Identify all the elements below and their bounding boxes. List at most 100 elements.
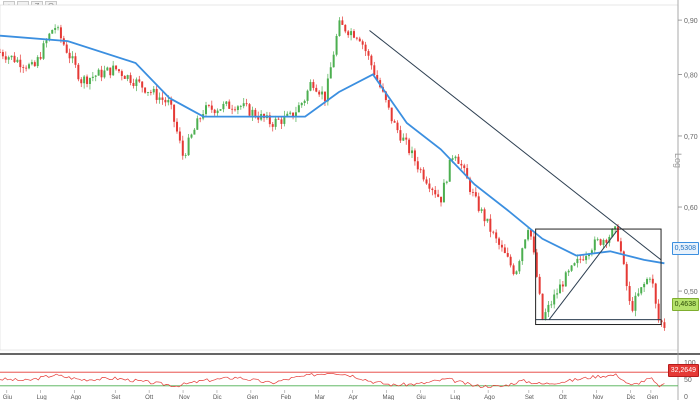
candle-down [254,109,257,117]
candle-down [599,239,602,245]
rsi-tick-label: 50 [684,377,692,384]
candle-up [48,33,51,41]
candle-up [306,90,309,101]
candle-up [126,75,129,79]
x-tick-label: Feb [281,395,292,400]
candle-up [445,181,448,183]
candle-up [303,100,306,103]
candle-down [13,55,16,63]
candle-up [567,270,570,273]
candle-up [573,263,576,266]
candle-up [158,97,161,100]
candle-down [399,130,402,141]
candle-up [10,55,13,58]
candle-down [65,44,68,53]
candle-up [294,112,297,118]
rsi-value-tag: 32,2649 [667,364,699,377]
candle-up [71,56,74,59]
candle-up [83,76,86,84]
candle-up [411,150,414,154]
candle-up [106,67,109,71]
candle-down [39,57,42,59]
trendline [548,230,618,320]
candle-down [506,253,509,257]
candle-down [541,293,544,320]
candle-down [344,24,347,32]
candle-down [280,119,283,124]
candle-up [550,304,553,306]
candle-down [396,122,399,131]
candle-down [535,252,538,277]
x-tick-label: Gen [247,395,258,400]
candle-up [274,118,277,127]
candle-down [68,52,71,59]
candle-down [440,196,443,203]
last-price-tag: 0,4638 [671,298,699,311]
candle-down [416,161,419,170]
candle-down [277,118,280,120]
candle-down [347,31,350,36]
x-tick-label: Dic [213,395,222,400]
candle-up [518,261,521,272]
candle-up [556,293,559,295]
candle-up [88,77,91,84]
candle-up [332,54,335,68]
candle-down [181,140,184,156]
candle-down [489,218,492,232]
candle-down [622,251,625,265]
x-tick-label: Lug [37,395,47,400]
candle-up [553,294,556,305]
rsi-tick-label: 0 [684,394,688,400]
candle-up [30,62,33,65]
candle-down [605,239,608,243]
candle-up [184,155,187,156]
candle-down [59,27,62,39]
candle-up [585,256,588,261]
candle-down [161,97,164,100]
candle-up [602,239,605,245]
candle-up [239,106,242,107]
candle-down [77,64,80,80]
candle-up [297,105,300,113]
candle-down [413,150,416,162]
candle-up [28,64,31,69]
candle-up [547,304,550,313]
candle-down [657,303,660,321]
candle-down [538,276,541,294]
candle-up [167,100,170,103]
candle-down [231,108,234,110]
candle-up [608,236,611,243]
candle-down [33,62,36,67]
y-tick-label: 0,80 [684,72,698,79]
x-tick-label: Ott [145,395,153,400]
candle-down [387,100,390,108]
candle-down [579,258,582,260]
candle-up [91,76,94,78]
candle-up [326,78,329,102]
candle-down [619,241,622,252]
candle-up [193,129,196,135]
x-tick-label: Mar [315,395,325,400]
candle-down [477,196,480,211]
candle-down [138,79,141,82]
x-tick-label: Gen [647,395,658,400]
candle-up [205,105,208,115]
candle-up [570,265,573,271]
candle-up [640,287,643,294]
candle-down [4,56,7,60]
candle-down [312,82,315,88]
candle-up [448,159,451,182]
candle-down [109,67,112,76]
candle-down [80,79,83,84]
rsi-tick-label: 100 [684,360,696,367]
candle-down [471,191,474,193]
candle-up [321,91,324,95]
x-tick-label: Set [111,395,120,400]
candle-down [529,230,532,237]
candle-up [225,101,228,104]
scale-label[interactable]: Log [673,153,683,169]
candle-up [637,293,640,296]
candle-down [509,256,512,266]
candle-up [16,59,19,63]
